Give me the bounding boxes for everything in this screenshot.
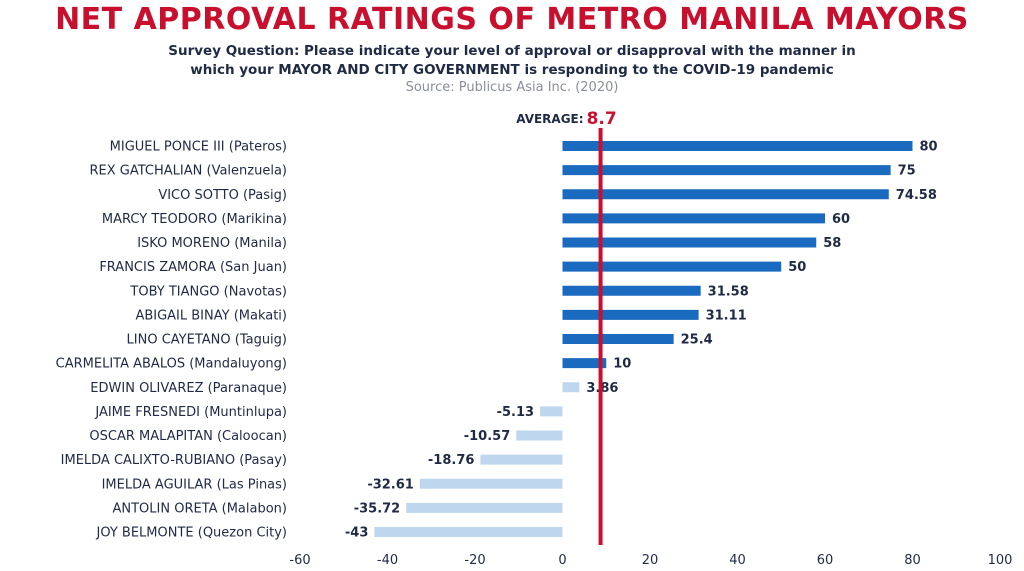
data-label: 31.58: [708, 284, 749, 299]
data-label: 75: [898, 164, 916, 179]
bar: [562, 237, 817, 248]
bar: [562, 358, 607, 369]
x-tick-label: 40: [729, 553, 746, 568]
data-label: -32.61: [367, 477, 414, 492]
data-label: 10: [613, 357, 631, 372]
category-label: MARCY TEODORO (Marikina): [102, 212, 287, 227]
category-label: REX GATCHALIAN (Valenzuela): [90, 164, 287, 179]
bar: [562, 285, 701, 296]
category-label: TOBY TIANGO (Navotas): [129, 284, 287, 299]
category-label: ISKO MORENO (Manila): [137, 236, 287, 251]
bar: [419, 478, 563, 489]
x-tick-label: 80: [904, 553, 921, 568]
data-label: 25.4: [681, 333, 713, 348]
bar: [540, 406, 563, 417]
bar: [406, 502, 563, 513]
chart-title: NET APPROVAL RATINGS OF METRO MANILA MAY…: [55, 2, 969, 37]
category-label: IMELDA AGUILAR (Las Pinas): [102, 477, 287, 492]
data-label: -5.13: [497, 405, 534, 420]
x-tick-label: -60: [289, 553, 310, 568]
data-label: 31.11: [706, 308, 747, 323]
x-tick-label: 100: [988, 553, 1013, 568]
chart-source: Source: Publicus Asia Inc. (2020): [405, 80, 619, 95]
category-label: CARMELITA ABALOS (Mandaluyong): [56, 357, 287, 372]
category-label: MIGUEL PONCE III (Pateros): [110, 140, 287, 155]
x-tick-label: 60: [817, 553, 834, 568]
bar: [562, 141, 913, 151]
category-label: VICO SOTTO (Pasig): [158, 188, 287, 203]
category-label: LINO CAYETANO (Taguig): [127, 333, 287, 348]
bar: [516, 430, 563, 441]
bar: [374, 527, 563, 537]
bar: [562, 189, 889, 200]
category-label: EDWIN OLIVAREZ (Paranaque): [90, 381, 287, 396]
category-label: JAIME FRESNEDI (Muntinlupa): [94, 405, 287, 420]
data-label: 80: [920, 140, 938, 155]
x-tick-label: 20: [642, 553, 659, 568]
data-label: -43: [345, 526, 369, 541]
bar: [480, 454, 563, 465]
bar: [562, 309, 699, 320]
average-value-label: 8.7: [587, 109, 617, 129]
data-label: 60: [832, 212, 850, 227]
bar: [562, 334, 674, 344]
data-label: 58: [823, 236, 841, 251]
data-label: 50: [788, 260, 806, 275]
bar: [562, 165, 891, 176]
category-label: OSCAR MALAPITAN (Caloocan): [89, 429, 287, 444]
data-label: -18.76: [428, 453, 475, 468]
bar: [562, 213, 825, 224]
data-label: -35.72: [354, 501, 401, 516]
category-label: IMELDA CALIXTO-RUBIANO (Pasay): [61, 453, 287, 468]
data-label: 74.58: [896, 188, 937, 203]
bar: [562, 261, 782, 272]
category-label: FRANCIS ZAMORA (San Juan): [99, 260, 287, 275]
x-tick-label: -40: [377, 553, 398, 568]
chart-subtitle-line-2: which your MAYOR AND CITY GOVERNMENT is …: [190, 62, 834, 78]
bar: [562, 382, 580, 393]
x-tick-label: -20: [464, 553, 485, 568]
data-label: -10.57: [464, 429, 511, 444]
category-label: JOY BELMONTE (Quezon City): [95, 526, 287, 541]
average-label: AVERAGE:: [516, 112, 583, 126]
chart-subtitle-line-1: Survey Question: Please indicate your le…: [168, 43, 856, 59]
category-label: ABIGAIL BINAY (Makati): [135, 308, 287, 323]
category-label: ANTOLIN ORETA (Malabon): [112, 501, 287, 516]
x-tick-label: 0: [558, 553, 566, 568]
